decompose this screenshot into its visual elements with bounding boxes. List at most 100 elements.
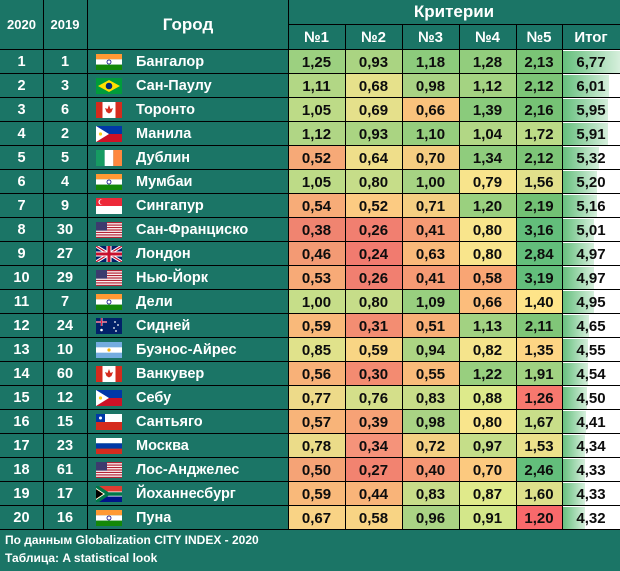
india-flag-icon: [96, 174, 122, 190]
row-divider: [0, 457, 620, 458]
table-row: 12 24 Сидней 0,59 0,31 0,51 1,13 2,11 4,65: [0, 314, 620, 338]
city-name-cell: Сантьяго: [136, 414, 203, 430]
total-data-bar: [562, 483, 585, 505]
total-score-cell: 4,34: [562, 434, 620, 458]
rank-2020-cell: 8: [17, 222, 26, 238]
total-score-value: 4,33: [576, 461, 606, 479]
criterion-3-cell: 1,09: [402, 290, 459, 314]
column-divider: [516, 24, 517, 530]
city-name-cell: Сан-Паулу: [136, 78, 212, 94]
total-data-bar: [562, 411, 586, 433]
criterion-4-cell: 1,28: [459, 50, 516, 74]
city-name-cell: Дублин: [136, 150, 191, 166]
table-row: 19 17 Йоханнесбург 0,59 0,44 0,83 0,87 1,60 4,33: [0, 482, 620, 506]
rank-2020-cell: 9: [17, 246, 26, 262]
city-name-cell: Пуна: [136, 510, 172, 526]
criterion-1-cell: 0,77: [288, 386, 345, 410]
criterion-5-cell: 1,53: [516, 434, 562, 458]
row-divider: [0, 121, 620, 122]
total-score-cell: 4,32: [562, 506, 620, 530]
row-divider: [288, 24, 620, 25]
row-divider: [0, 385, 620, 386]
philippines-flag-icon: [96, 126, 122, 142]
criterion-1-cell: 0,78: [288, 434, 345, 458]
india-flag-icon: [96, 54, 122, 70]
table-row: 9 27 Лондон 0,46 0,24 0,63 0,80 2,84 4,97: [0, 242, 620, 266]
row-divider: [0, 169, 620, 170]
criterion-4-cell: 0,80: [459, 242, 516, 266]
table-row: 2 3 Сан-Паулу 1,11 0,68 0,98 1,12 2,12 6,01: [0, 74, 620, 98]
criterion-1-cell: 0,46: [288, 242, 345, 266]
credit-note: Таблица: A statistical look: [5, 551, 158, 565]
table-row: 3 6 Торонто 1,05 0,69 0,66 1,39 2,16 5,95: [0, 98, 620, 122]
criterion-3-cell: 0,94: [402, 338, 459, 362]
criterion-1-cell: 0,67: [288, 506, 345, 530]
criterion-5-cell: 1,56: [516, 170, 562, 194]
criterion-3-cell: 0,55: [402, 362, 459, 386]
uk-flag-icon: [96, 246, 122, 262]
criterion-2-cell: 0,30: [345, 362, 402, 386]
criterion-1-cell: 1,05: [288, 98, 345, 122]
rank-2020-cell: 2: [17, 78, 26, 94]
rank-2020-cell: 4: [17, 126, 26, 142]
criterion-4-cell: 1,04: [459, 122, 516, 146]
criterion-5-cell: 1,26: [516, 386, 562, 410]
city-name-cell: Сингапур: [136, 198, 204, 214]
rank-2019-cell: 27: [56, 246, 74, 262]
total-data-bar: [562, 339, 589, 361]
criterion-1-cell: 0,54: [288, 194, 345, 218]
row-divider: [0, 361, 620, 362]
criterion-4-cell: 0,80: [459, 410, 516, 434]
brazil-flag-icon: [96, 78, 122, 94]
rank-2020-cell: 15: [13, 390, 30, 406]
criterion-3-cell: 0,41: [402, 218, 459, 242]
total-data-bar: [562, 51, 620, 73]
city-name-cell: Сан-Франциско: [136, 222, 249, 238]
total-score-value: 4,34: [576, 437, 606, 455]
criterion-4-cell: 0,70: [459, 458, 516, 482]
criterion-4-cell: 0,80: [459, 218, 516, 242]
criterion-2-cell: 0,27: [345, 458, 402, 482]
rank-2020-cell: 18: [13, 462, 30, 478]
rank-2019-cell: 30: [56, 222, 74, 238]
rank-2019-cell: 5: [60, 150, 70, 166]
total-score-value: 4,41: [576, 413, 606, 431]
criterion-1-cell: 1,05: [288, 170, 345, 194]
criterion-1-cell: 0,59: [288, 482, 345, 506]
criterion-3-cell: 0,83: [402, 482, 459, 506]
table-row: 7 9 Сингапур 0,54 0,52 0,71 1,20 2,19 5,16: [0, 194, 620, 218]
criterion-2-cell: 0,26: [345, 218, 402, 242]
criterion-5-cell: 2,19: [516, 194, 562, 218]
total-score-value: 4,32: [576, 509, 606, 527]
city-name-cell: Торонто: [136, 102, 196, 118]
criterion-2-cell: 0,26: [345, 266, 402, 290]
total-score-value: 5,16: [576, 197, 606, 215]
total-data-bar: [562, 267, 594, 289]
row-divider: [0, 49, 620, 50]
rank-2020-cell: 11: [13, 294, 30, 310]
row-divider: [0, 529, 620, 530]
city-name-cell: Москва: [136, 438, 189, 454]
total-score-cell: 4,65: [562, 314, 620, 338]
rank-2019-cell: 4: [60, 174, 70, 190]
total-data-bar: [562, 435, 585, 457]
chile-flag-icon: [96, 414, 122, 430]
rank-2020-cell: 3: [17, 102, 26, 118]
total-data-bar: [562, 291, 594, 313]
criterion-2-cell: 0,76: [345, 386, 402, 410]
city-name-cell: Сидней: [136, 318, 191, 334]
rank-2019-cell: 2: [60, 126, 70, 142]
source-note: По данным Globalization CITY INDEX - 202…: [5, 533, 259, 547]
total-score-value: 4,55: [576, 341, 606, 359]
total-data-bar: [562, 219, 595, 241]
total-score-value: 6,01: [576, 77, 606, 95]
rank-2020-cell: 20: [13, 510, 30, 526]
criterion-5-cell: 1,20: [516, 506, 562, 530]
city-name-cell: Бангалор: [136, 54, 205, 70]
russia-flag-icon: [96, 438, 122, 454]
rank-2019-cell: 10: [56, 342, 74, 358]
row-divider: [0, 265, 620, 266]
criterion-1-cell: 0,85: [288, 338, 345, 362]
criterion-2-cell: 0,34: [345, 434, 402, 458]
criterion-1-cell: 1,12: [288, 122, 345, 146]
